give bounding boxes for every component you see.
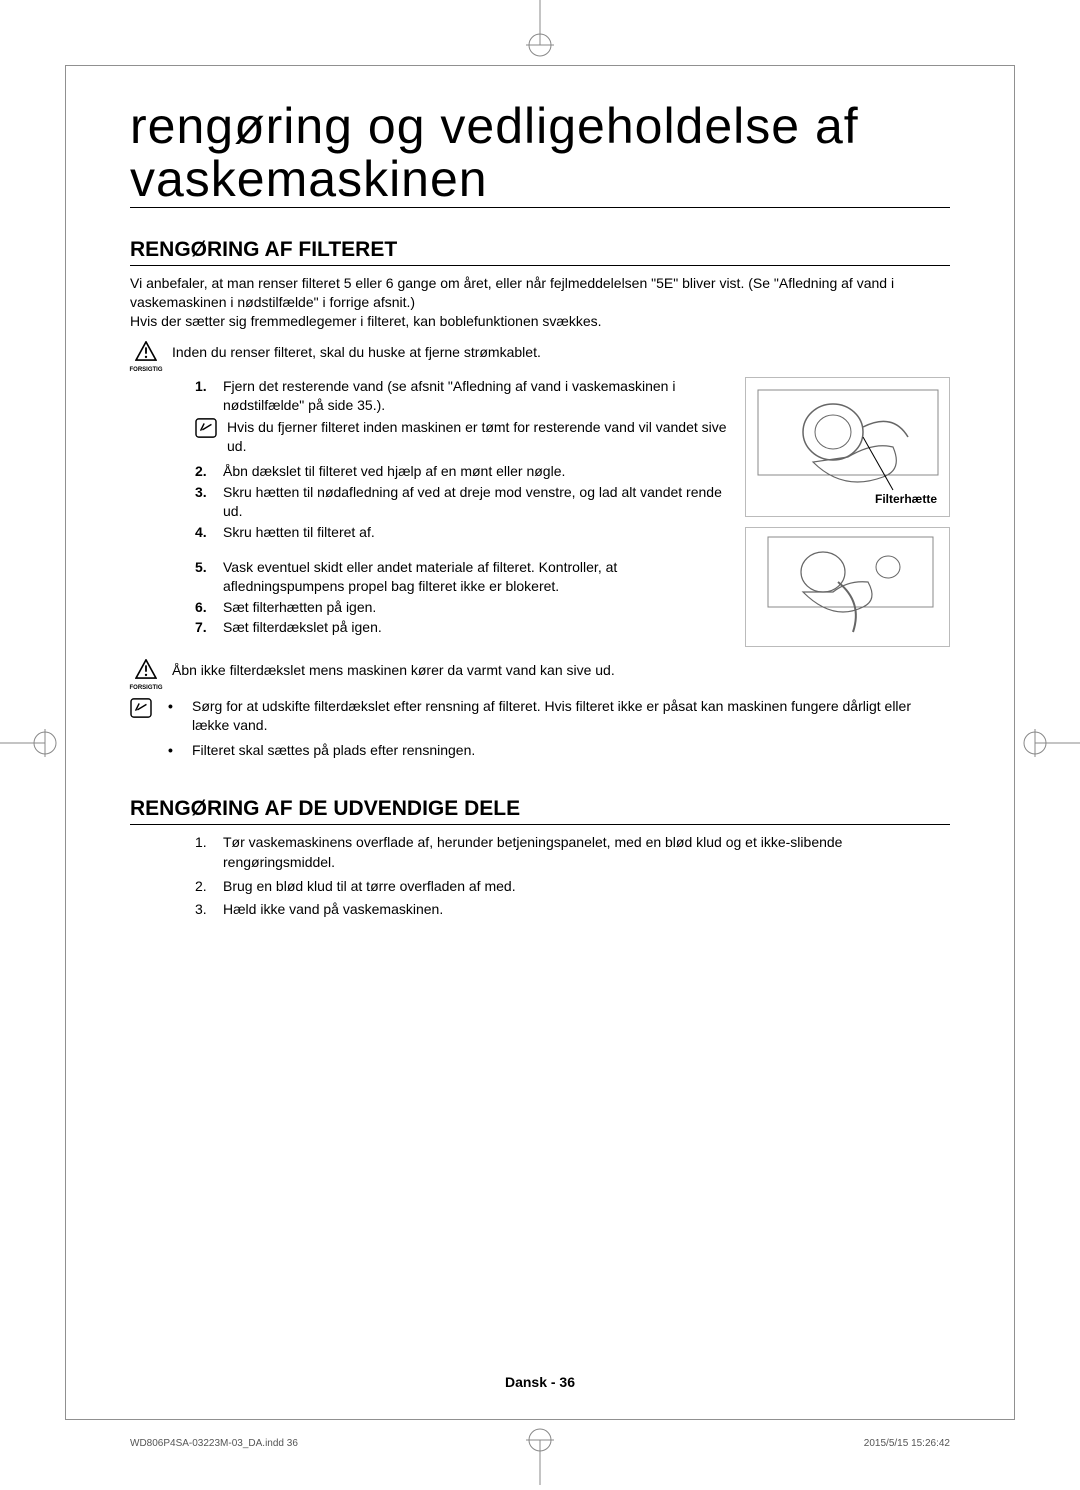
bullet-1: •Sørg for at udskifte filterdækslet efte… (168, 697, 950, 736)
section-heading-filter: RENGØRING AF FILTERET (130, 238, 950, 266)
caution-label: FORSIGTIG (130, 367, 163, 373)
step-1: 1.Fjern det resterende vand (se afsnit "… (195, 377, 727, 415)
exterior-steps: 1.Tør vaskemaskinens overflade af, herun… (130, 833, 950, 919)
step-3: 3.Skru hætten til nødafledning af ved at… (195, 483, 727, 521)
bullet-2: •Filteret skal sættes på plads efter ren… (168, 741, 950, 761)
caution-row: FORSIGTIG Inden du renser filteret, skal… (130, 341, 950, 373)
caution-icon (135, 659, 157, 684)
diagram-filter-cap: Filterhætte (745, 377, 950, 517)
step-6: 6.Sæt filterhætten på igen. (195, 598, 727, 617)
ext-step-2: 2.Brug en blød klud til at tørre overfla… (195, 877, 950, 897)
caution-text: Inden du renser filteret, skal du huske … (172, 341, 950, 362)
imprint-file: WD806P4SA-03223M-03_DA.indd 36 (130, 1438, 298, 1449)
note-icon (130, 705, 152, 722)
ext-step-1: 1.Tør vaskemaskinens overflade af, herun… (195, 833, 950, 872)
note-bullet-list: •Sørg for at udskifte filterdækslet efte… (168, 697, 950, 766)
crop-mark-left (0, 723, 60, 763)
crop-mark-bottom (520, 1425, 560, 1485)
step-2: 2.Åbn dækslet til filteret ved hjælp af … (195, 462, 727, 481)
page-title: rengøring og vedligeholdelse af vaskemas… (130, 100, 950, 208)
intro-paragraph: Vi anbefaler, at man renser filteret 5 e… (130, 274, 950, 331)
note-row: Hvis du fjerner filteret inden maskinen … (130, 418, 727, 456)
caution2-text: Åbn ikke filterdækslet mens maskinen kør… (172, 659, 950, 680)
page-content: rengøring og vedligeholdelse af vaskemas… (130, 100, 950, 924)
step-5: 5.Vask eventuel skidt eller andet materi… (195, 558, 727, 596)
caution-icon (135, 341, 157, 366)
steps-list-1: 1.Fjern det resterende vand (se afsnit "… (130, 377, 727, 415)
imprint-row: WD806P4SA-03223M-03_DA.indd 36 2015/5/15… (130, 1438, 950, 1449)
section-heading-exterior: RENGØRING AF DE UDVENDIGE DELE (130, 797, 950, 825)
step-7: 7.Sæt filterdækslet på igen. (195, 618, 727, 637)
note-text: Hvis du fjerner filteret inden maskinen … (227, 418, 727, 456)
crop-mark-top (520, 0, 560, 60)
steps-list-3: 5.Vask eventuel skidt eller andet materi… (130, 558, 727, 638)
note-bullets-row: •Sørg for at udskifte filterdækslet efte… (130, 697, 950, 766)
steps-list-2: 2.Åbn dækslet til filteret ved hjælp af … (130, 462, 727, 542)
caution-row-2: FORSIGTIG Åbn ikke filterdækslet mens ma… (130, 659, 950, 691)
caution-label: FORSIGTIG (130, 685, 163, 691)
diagram-label-filter-cap: Filterhætte (875, 492, 937, 506)
step-4: 4.Skru hætten til filteret af. (195, 523, 727, 542)
crop-mark-right (1020, 723, 1080, 763)
page-footer: Dansk - 36 (0, 1374, 1080, 1390)
note-icon (195, 425, 217, 441)
ext-step-3: 3.Hæld ikke vand på vaskemaskinen. (195, 900, 950, 920)
diagram-drain (745, 527, 950, 647)
imprint-timestamp: 2015/5/15 15:26:42 (864, 1438, 950, 1449)
